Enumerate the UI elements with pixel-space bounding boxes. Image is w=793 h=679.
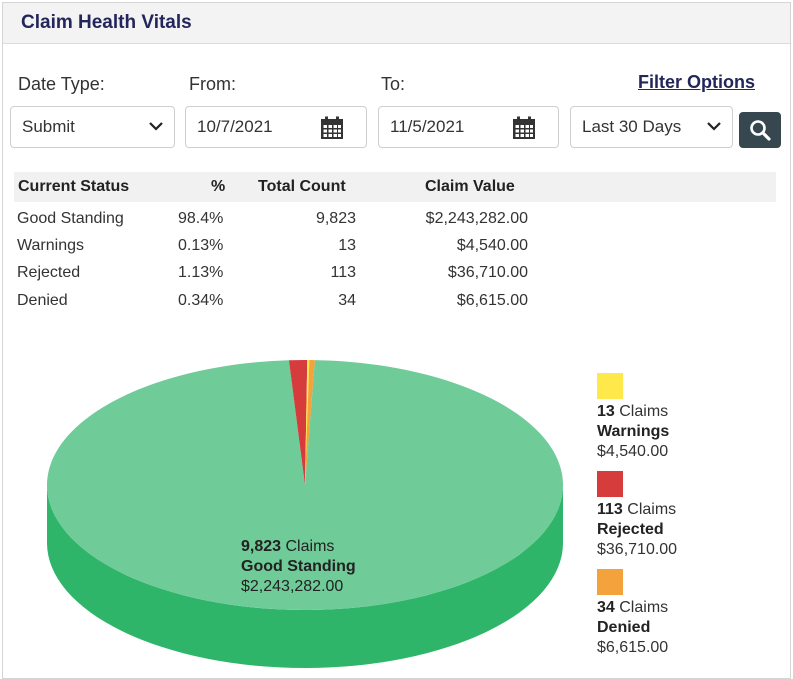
legend-warnings-count: 13 Claims [597, 403, 669, 420]
row-status: Good Standing [17, 210, 124, 227]
date-type-value: Submit [22, 117, 75, 136]
to-date-value: 11/5/2021 [390, 117, 465, 136]
filter-options-link[interactable]: Filter Options [638, 72, 755, 92]
pie-slice-rejected [288, 360, 308, 485]
legend-swatch-denied [597, 569, 623, 595]
status-table-header: Current Status % Total Count Claim Value [14, 172, 776, 202]
column-header-count: Total Count [258, 178, 346, 195]
pie-side [47, 485, 563, 668]
search-button[interactable] [739, 112, 781, 148]
row-percent: 98.4% [178, 210, 224, 227]
chevron-down-icon [149, 122, 163, 131]
from-date-value: 10/7/2021 [197, 117, 273, 136]
row-value: $4,540.00 [456, 237, 528, 254]
calendar-icon[interactable] [512, 116, 536, 140]
row-count: 34 [338, 292, 356, 309]
date-type-select[interactable]: Submit [10, 106, 175, 148]
pie-slice-denied [305, 360, 315, 485]
from-label: From: [189, 74, 236, 94]
legend-denied-count: 34 Claims [597, 599, 669, 616]
legend-denied-label: Denied [597, 619, 651, 636]
claims-pie-chart [46, 360, 563, 668]
legend-denied-value: $6,615.00 [597, 639, 669, 656]
column-header-status: Current Status [18, 178, 130, 195]
to-date-input[interactable]: 11/5/2021 [378, 106, 559, 148]
row-status: Rejected [17, 264, 81, 281]
row-percent: 0.34% [178, 292, 224, 309]
row-percent: 0.13% [178, 237, 224, 254]
search-icon [750, 120, 771, 141]
pie-slice-warnings [305, 360, 310, 485]
row-value: $36,710.00 [447, 264, 528, 281]
column-header-percent: % [211, 178, 226, 195]
row-count: 13 [338, 237, 356, 254]
date-range-select[interactable]: Last 30 Days [570, 106, 733, 148]
row-value: $2,243,282.00 [425, 210, 528, 227]
legend-rejected-count: 113 Claims [597, 501, 677, 518]
column-header-value: Claim Value [425, 178, 515, 195]
row-status: Warnings [17, 237, 84, 254]
row-count: 9,823 [315, 210, 356, 227]
legend-warnings-label: Warnings [597, 423, 670, 440]
date-range-value: Last 30 Days [582, 117, 682, 136]
row-status: Denied [17, 292, 68, 309]
from-date-input[interactable]: 10/7/2021 [185, 106, 367, 148]
row-count: 113 [330, 264, 356, 281]
pie-label-value: $2,243,282.00 [241, 578, 344, 595]
calendar-icon[interactable] [320, 116, 344, 140]
to-label: To: [381, 74, 406, 94]
chevron-down-icon [707, 122, 721, 131]
legend-warnings-value: $4,540.00 [597, 443, 669, 460]
pie-label-count: 9,823 Claims [241, 538, 335, 555]
panel-header: Claim Health Vitals [3, 3, 790, 44]
legend-rejected-value: $36,710.00 [597, 541, 678, 558]
legend-swatch-warnings [597, 373, 623, 399]
row-value: $6,615.00 [456, 292, 528, 309]
legend-rejected-label: Rejected [597, 521, 664, 538]
row-percent: 1.13% [178, 264, 224, 281]
panel-title: Claim Health Vitals [21, 12, 192, 33]
date-type-label: Date Type: [18, 74, 105, 94]
legend-swatch-rejected [597, 471, 623, 497]
pie-label-status: Good Standing [241, 558, 356, 575]
pie-slice-good-standing [46, 360, 563, 610]
